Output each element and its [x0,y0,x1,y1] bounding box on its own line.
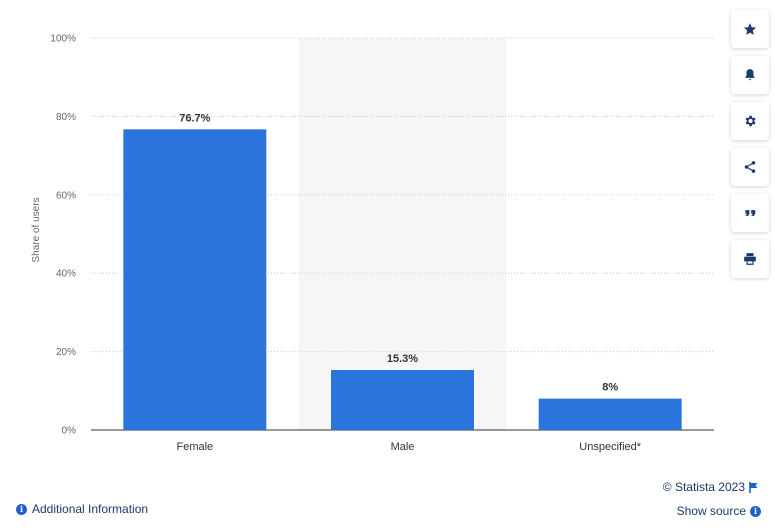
copyright-credit[interactable]: © Statista 2023 [663,480,759,494]
y-axis-title: Share of users [31,197,42,262]
show-source-text: Show source [676,504,746,518]
gear-icon [745,115,756,127]
print-button[interactable] [731,240,769,278]
additional-information-link[interactable]: i Additional Information [16,502,148,516]
quote-icon [745,210,756,216]
chart-toolbar [731,10,769,278]
favorite-button[interactable] [731,10,769,48]
notification-button[interactable] [731,56,769,94]
credit-text: © Statista 2023 [662,480,745,494]
info-icon: i [16,503,27,515]
share-icon [744,161,756,173]
y-tick-label: 100% [50,34,76,45]
highlighted-category-band [298,38,507,430]
x-tick-label: Male [391,441,415,453]
x-tick-label: Unspecified* [579,441,641,453]
bar-chart: 0% 20% 40% 60% 80% 100% 76.7% Female 15.3% Male 8%… [31,34,714,453]
flag-icon [749,481,758,493]
y-tick-label: 40% [56,269,76,280]
y-tick-label: 80% [56,112,76,123]
x-tick-label: Female [176,441,213,453]
show-source-link[interactable]: Show source i [677,504,761,518]
share-button[interactable] [731,148,769,186]
y-tick-label: 20% [56,347,76,358]
settings-button[interactable] [731,102,769,140]
additional-information-text: Additional Information [32,502,149,516]
cite-button[interactable] [731,194,769,232]
data-label: 76.7% [179,112,210,124]
bar[interactable] [123,129,267,430]
bar[interactable] [538,398,682,430]
star-icon [743,23,757,35]
bell-icon [745,69,755,81]
bar[interactable] [331,370,474,430]
data-label: 8% [602,382,618,394]
info-icon: i [750,505,761,517]
data-label: 15.3% [387,353,418,365]
print-icon [744,253,756,265]
y-tick-label: 60% [56,190,76,201]
y-tick-label: 0% [62,426,77,437]
